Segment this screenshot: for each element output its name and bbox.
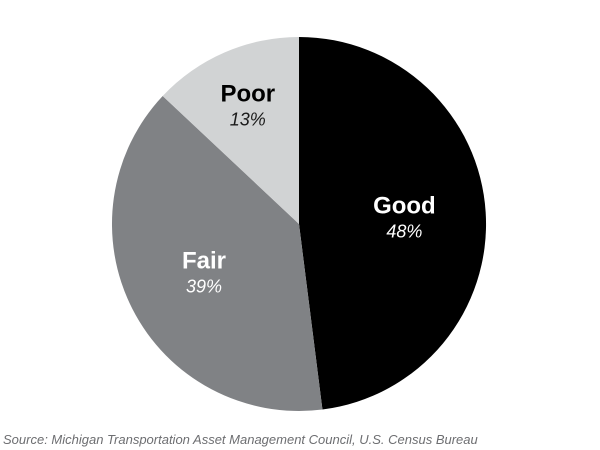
pie-slice-good-value: 48% [386, 221, 422, 241]
pie-slice-fair-label: Fair [182, 247, 226, 274]
pie-slice-good [299, 36, 487, 410]
pie-slice-poor [162, 37, 299, 224]
pie-slice-poor-value: 13% [230, 110, 266, 130]
pie-slice-fair-value: 39% [186, 276, 222, 296]
pie-slice-fair [111, 95, 323, 412]
source-caption: Source: Michigan Transportation Asset Ma… [3, 432, 478, 447]
pie-slice-poor-label: Poor [220, 81, 275, 108]
pie-slice-good-label: Good [373, 192, 436, 219]
